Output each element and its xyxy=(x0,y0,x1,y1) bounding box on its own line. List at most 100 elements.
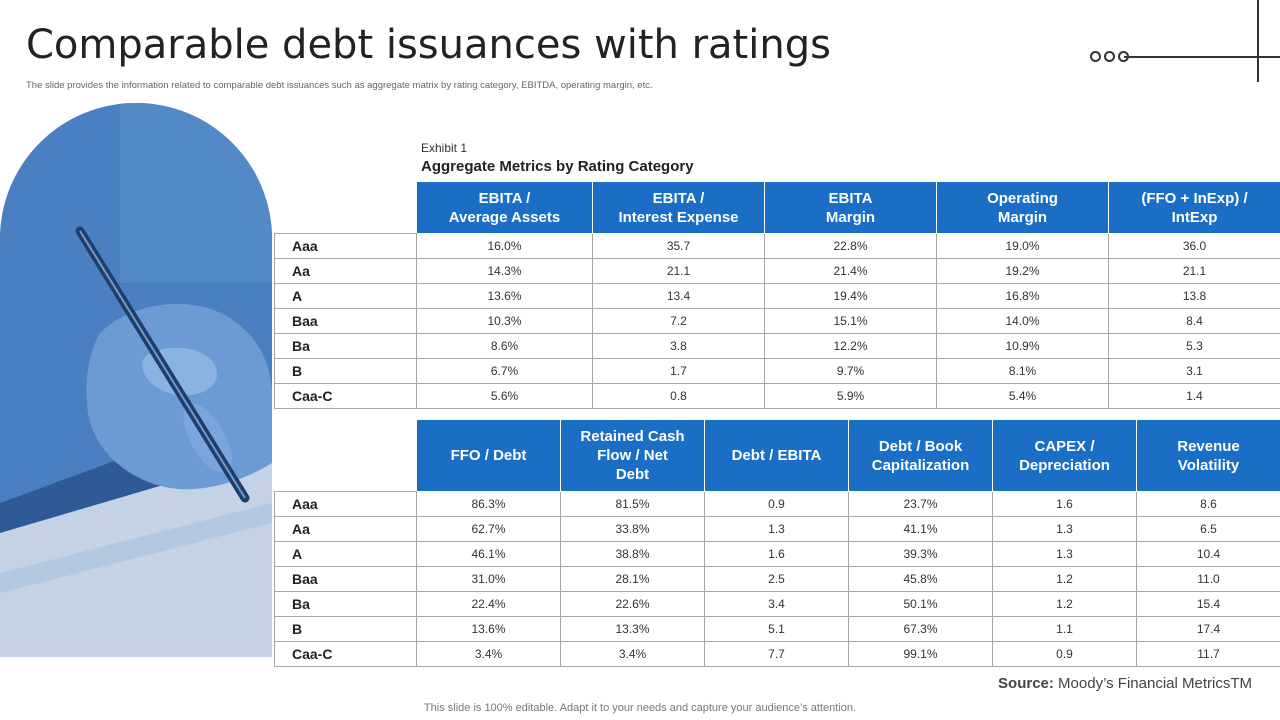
table-cell: 86.3% xyxy=(416,491,561,517)
table-cell: 10.4 xyxy=(1136,541,1280,567)
table-cell: 99.1% xyxy=(848,641,993,667)
column-header: CAPEX / Depreciation xyxy=(992,419,1137,492)
table-cell: 62.7% xyxy=(416,516,561,542)
row-label: B xyxy=(274,616,417,642)
table-cell: 15.1% xyxy=(764,308,937,334)
table-cell: 46.1% xyxy=(416,541,561,567)
table-cell: 5.9% xyxy=(764,383,937,409)
table-row: B 6.7% 1.7 9.7% 8.1% 3.1 xyxy=(274,358,1280,384)
row-label: Baa xyxy=(274,566,417,592)
table-cell: 1.7 xyxy=(592,358,765,384)
table-cell: 1.4 xyxy=(1108,383,1280,409)
table-cell: 0.9 xyxy=(992,641,1137,667)
table-cell: 22.6% xyxy=(560,591,705,617)
row-label: Ba xyxy=(274,333,417,359)
column-header: EBITA / Interest Expense xyxy=(592,181,765,234)
hand-writing-illustration xyxy=(0,103,272,657)
table-cell: 31.0% xyxy=(416,566,561,592)
table-cell: 21.4% xyxy=(764,258,937,284)
table-cell: 39.3% xyxy=(848,541,993,567)
table-cell: 3.8 xyxy=(592,333,765,359)
table-row: Baa 31.0% 28.1% 2.5 45.8% 1.2 11.0 xyxy=(274,566,1280,592)
table-cell: 45.8% xyxy=(848,566,993,592)
rating-metrics-table-1: EBITA / Average Assets EBITA / Interest Ex… xyxy=(274,181,1280,409)
table-cell: 1.1 xyxy=(992,616,1137,642)
table-cell: 13.8 xyxy=(1108,283,1280,309)
table-cell: 13.6% xyxy=(416,283,593,309)
table-cell: 23.7% xyxy=(848,491,993,517)
table-cell: 3.4% xyxy=(416,641,561,667)
table-cell: 1.6 xyxy=(992,491,1137,517)
table-cell: 16.0% xyxy=(416,233,593,259)
table-row: A 46.1% 38.8% 1.6 39.3% 1.3 10.4 xyxy=(274,541,1280,567)
table-cell: 35.7 xyxy=(592,233,765,259)
table-cell: 17.4 xyxy=(1136,616,1280,642)
table-cell: 8.1% xyxy=(936,358,1109,384)
column-header: EBITA / Average Assets xyxy=(416,181,593,234)
table-cell: 1.6 xyxy=(704,541,849,567)
table-cell: 8.6 xyxy=(1136,491,1280,517)
source-label: Source: xyxy=(998,675,1054,692)
table-cell: 3.4 xyxy=(704,591,849,617)
table-cell: 50.1% xyxy=(848,591,993,617)
table-cell: 16.8% xyxy=(936,283,1109,309)
decorative-line-horizontal xyxy=(1124,56,1280,58)
table-cell: 38.8% xyxy=(560,541,705,567)
table-row: Aaa 86.3% 81.5% 0.9 23.7% 1.6 8.6 xyxy=(274,491,1280,517)
table-cell: 15.4 xyxy=(1136,591,1280,617)
column-header: FFO / Debt xyxy=(416,419,561,492)
table-row: Baa 10.3% 7.2 15.1% 14.0% 8.4 xyxy=(274,308,1280,334)
table-cell: 21.1 xyxy=(592,258,765,284)
table-cell: 6.5 xyxy=(1136,516,1280,542)
table-cell: 19.2% xyxy=(936,258,1109,284)
exhibit-title: Aggregate Metrics by Rating Category xyxy=(421,158,694,175)
row-label: B xyxy=(274,358,417,384)
column-header: EBITA Margin xyxy=(764,181,937,234)
table-cell: 2.5 xyxy=(704,566,849,592)
table-cell: 19.0% xyxy=(936,233,1109,259)
table-cell: 1.2 xyxy=(992,566,1137,592)
rating-metrics-table-2: FFO / Debt Retained Cash Flow / Net Debt D… xyxy=(274,419,1280,667)
table-cell: 11.7 xyxy=(1136,641,1280,667)
row-label: Caa-C xyxy=(274,383,417,409)
table-cell: 9.7% xyxy=(764,358,937,384)
table-cell: 7.7 xyxy=(704,641,849,667)
source-citation: Source: Moody’s Financial MetricsTM xyxy=(998,675,1252,692)
table-cell: 67.3% xyxy=(848,616,993,642)
table-header-row: EBITA / Average Assets EBITA / Interest Ex… xyxy=(274,181,1280,234)
table-cell: 11.0 xyxy=(1136,566,1280,592)
table-row: Caa-C 3.4% 3.4% 7.7 99.1% 0.9 11.7 xyxy=(274,641,1280,667)
table-cell: 5.4% xyxy=(936,383,1109,409)
row-label: Aaa xyxy=(274,491,417,517)
column-header: Debt / Book Capitalization xyxy=(848,419,993,492)
page-title: Comparable debt issuances with ratings xyxy=(26,22,831,68)
table-cell: 13.6% xyxy=(416,616,561,642)
table-cell: 21.1 xyxy=(1108,258,1280,284)
column-header: Revenue Volatility xyxy=(1136,419,1280,492)
table-row: Ba 22.4% 22.6% 3.4 50.1% 1.2 15.4 xyxy=(274,591,1280,617)
column-header: (FFO + InExp) / IntExp xyxy=(1108,181,1280,234)
header-blank-cell xyxy=(274,419,417,492)
source-text: Moody’s Financial MetricsTM xyxy=(1053,675,1252,692)
table-cell: 14.0% xyxy=(936,308,1109,334)
header-blank-cell xyxy=(274,181,417,234)
row-label: A xyxy=(274,541,417,567)
page-subtitle: The slide provides the information relat… xyxy=(26,80,653,91)
table-cell: 8.6% xyxy=(416,333,593,359)
table-cell: 22.8% xyxy=(764,233,937,259)
table-cell: 1.3 xyxy=(992,516,1137,542)
exhibit-label: Exhibit 1 xyxy=(421,141,468,155)
table-cell: 12.2% xyxy=(764,333,937,359)
row-label: Aaa xyxy=(274,233,417,259)
table-row: Aaa 16.0% 35.7 22.8% 19.0% 36.0 xyxy=(274,233,1280,259)
table-cell: 1.3 xyxy=(992,541,1137,567)
table-cell: 36.0 xyxy=(1108,233,1280,259)
table-cell: 5.3 xyxy=(1108,333,1280,359)
table-cell: 1.2 xyxy=(992,591,1137,617)
table-row: Caa-C 5.6% 0.8 5.9% 5.4% 1.4 xyxy=(274,383,1280,409)
table-cell: 28.1% xyxy=(560,566,705,592)
table-cell: 81.5% xyxy=(560,491,705,517)
table-cell: 5.6% xyxy=(416,383,593,409)
table-cell: 41.1% xyxy=(848,516,993,542)
table-header-row: FFO / Debt Retained Cash Flow / Net Debt D… xyxy=(274,419,1280,492)
